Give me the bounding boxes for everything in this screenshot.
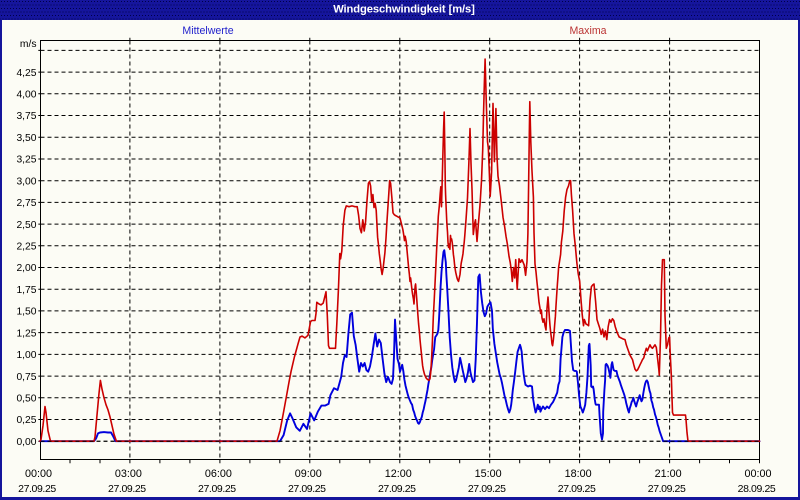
svg-text:2,50: 2,50 (16, 220, 36, 231)
svg-text:1,50: 1,50 (16, 307, 36, 318)
svg-text:00:00: 00:00 (25, 468, 52, 480)
svg-text:27.09.25: 27.09.25 (108, 483, 146, 495)
svg-text:2,00: 2,00 (16, 263, 36, 274)
svg-text:2,75: 2,75 (16, 198, 36, 209)
svg-text:3,00: 3,00 (16, 176, 36, 187)
svg-text:1,25: 1,25 (16, 328, 36, 339)
svg-text:m/s: m/s (20, 39, 37, 50)
svg-text:18:00: 18:00 (565, 468, 592, 480)
svg-text:27.09.25: 27.09.25 (198, 483, 236, 495)
svg-text:3,75: 3,75 (16, 111, 36, 122)
svg-text:Windgeschwindigkeit [m/s]: Windgeschwindigkeit [m/s] (333, 4, 475, 16)
svg-text:4,00: 4,00 (16, 90, 36, 101)
svg-text:0,00: 0,00 (16, 437, 36, 448)
svg-text:27.09.25: 27.09.25 (18, 483, 56, 495)
svg-text:28.09.25: 28.09.25 (738, 483, 776, 495)
svg-text:27.09.25: 27.09.25 (558, 483, 596, 495)
svg-text:21:00: 21:00 (655, 468, 682, 480)
svg-text:27.09.25: 27.09.25 (468, 483, 506, 495)
svg-text:3,50: 3,50 (16, 133, 36, 144)
svg-text:27.09.25: 27.09.25 (648, 483, 686, 495)
svg-text:09:00: 09:00 (295, 468, 322, 480)
svg-text:06:00: 06:00 (205, 468, 232, 480)
svg-text:4,25: 4,25 (16, 68, 36, 79)
svg-text:1,00: 1,00 (16, 350, 36, 361)
svg-text:15:00: 15:00 (475, 468, 502, 480)
svg-text:Maxima: Maxima (569, 25, 606, 37)
svg-text:0,25: 0,25 (16, 415, 36, 426)
svg-text:3,25: 3,25 (16, 155, 36, 166)
svg-text:0,75: 0,75 (16, 372, 36, 383)
svg-text:0,50: 0,50 (16, 394, 36, 405)
svg-text:03:00: 03:00 (115, 468, 142, 480)
svg-text:27.09.25: 27.09.25 (378, 483, 416, 495)
svg-text:00:00: 00:00 (744, 468, 771, 480)
svg-text:1,75: 1,75 (16, 285, 36, 296)
svg-text:12:00: 12:00 (385, 468, 412, 480)
svg-text:2,25: 2,25 (16, 242, 36, 253)
svg-text:27.09.25: 27.09.25 (288, 483, 326, 495)
svg-text:Mittelwerte: Mittelwerte (182, 25, 233, 37)
